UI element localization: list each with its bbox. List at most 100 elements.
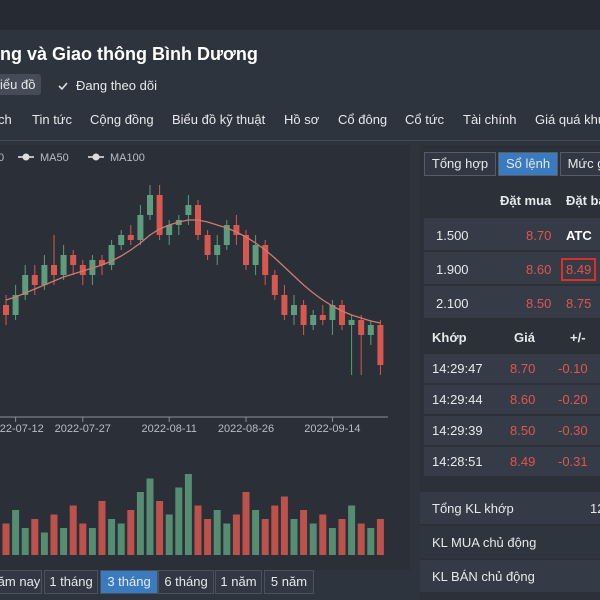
trade-header: +/- [570,330,586,345]
summary-label: KL BÁN chủ động [432,569,535,584]
row-bg [424,416,600,445]
volume-bar [165,514,173,555]
summary-value: 12 [590,501,600,516]
range-button[interactable]: 6 tháng [158,570,214,594]
volume-bar [146,478,154,555]
range-button[interactable]: 3 tháng [100,570,158,594]
legend-label: 0 [0,152,4,164]
legend-label: MA50 [40,152,69,164]
trade-change: -0.10 [558,361,588,376]
candle-body [358,320,365,335]
volume-bar [136,492,144,555]
range-button[interactable]: 5 năm [264,570,314,594]
volume-bar [108,519,116,555]
trade-price: 8.70 [510,361,536,376]
candle-body [300,305,307,325]
bid-price: 8.70 [526,228,552,243]
volume-bar [60,528,68,555]
volume-bar [31,519,39,555]
trade-time: 14:29:39 [432,423,483,438]
summary-label: KL MUA chủ động [432,535,537,550]
top-bar [0,0,600,30]
volume-bar [300,510,308,555]
volume-bar [79,523,87,555]
trade-change: -0.20 [558,392,588,407]
candle-body [79,265,86,275]
nav-item[interactable]: Cộng đồng [90,112,154,127]
volume-bar [50,514,58,555]
nav-item[interactable]: Giá quá khứ [535,112,600,127]
header-cell: Đặt bá [566,193,600,208]
volume-bar [98,501,106,555]
row-bg [424,252,600,284]
candle-body [310,315,317,325]
volume-bar [290,519,298,555]
volume-bar [252,510,260,555]
nav-item[interactable]: Biểu đồ kỹ thuật [172,112,266,127]
summary-bg [420,526,600,558]
volume-bar [309,523,317,555]
header-cell: Đặt mua [500,193,552,208]
volume-bar [204,519,212,555]
tab[interactable]: Mức g [560,152,600,176]
bid-price: 8.50 [526,296,552,311]
candle-body [291,305,297,315]
volume-bar [271,505,279,555]
volume-bar [376,519,384,555]
trade-price: 8.49 [510,454,536,469]
nav-item[interactable]: ch [0,112,12,127]
range-button[interactable]: 1 năm [215,570,262,594]
candle-body [31,275,38,285]
nav-item[interactable]: Cổ đông [338,112,388,127]
legend-dot [22,153,30,161]
legend-dot [92,153,100,161]
volume-bar [117,523,125,555]
volume-bar [280,496,288,555]
row-bg [424,385,600,414]
volume-bar [261,519,269,555]
trade-time: 14:29:47 [432,361,483,376]
x-tick-label: 2022-09-14 [304,423,360,435]
nav-item[interactable]: Tài chính [463,112,517,127]
trade-header: Giá [514,330,535,345]
candle-body [12,295,19,315]
tab[interactable]: Sổ lệnh [498,152,558,176]
candle-body [252,245,259,265]
candle-body [281,295,288,315]
candle-body [243,235,249,265]
candle-body [99,260,105,265]
candle-body [233,225,240,235]
x-tick-label: 2022-07-12 [0,423,44,435]
bid-price: 8.60 [526,262,552,277]
candle-body [22,275,29,295]
volume-bar [319,514,327,555]
volume-bar [348,505,356,555]
candle-body [156,195,163,235]
nav-item[interactable]: Tin tức [32,112,73,127]
range-button[interactable]: ăm nay [0,570,42,594]
x-tick-label: 2022-08-26 [218,423,274,435]
range-button[interactable]: 1 tháng [44,570,98,594]
volume-bar [223,523,231,555]
candle-body [223,225,230,245]
row-bg [424,286,600,318]
volume-bar [328,528,336,555]
nav-item[interactable]: Cổ tức [405,112,445,127]
chart-button[interactable]: iểu đồ [0,74,42,95]
volume-cell: 1.900 [436,262,469,277]
x-tick-label: 2022-08-11 [141,423,196,435]
follow-label[interactable]: Đang theo dõi [76,78,157,93]
volume-bar [194,505,202,555]
chart-bg [0,145,410,570]
volume-bar [242,492,250,555]
candle-body [271,275,278,295]
check-icon [58,82,68,91]
volume-bar [338,519,346,555]
nav-item[interactable]: Hồ sơ [284,112,320,127]
tab[interactable]: Tổng hợp [424,152,496,176]
trade-change: -0.30 [558,423,588,438]
candle-body [127,235,134,240]
candle-body [329,305,336,320]
chart: 0 MA50 MA100 2022-07-12 2022-07-27 2022-08-11… [0,145,410,570]
